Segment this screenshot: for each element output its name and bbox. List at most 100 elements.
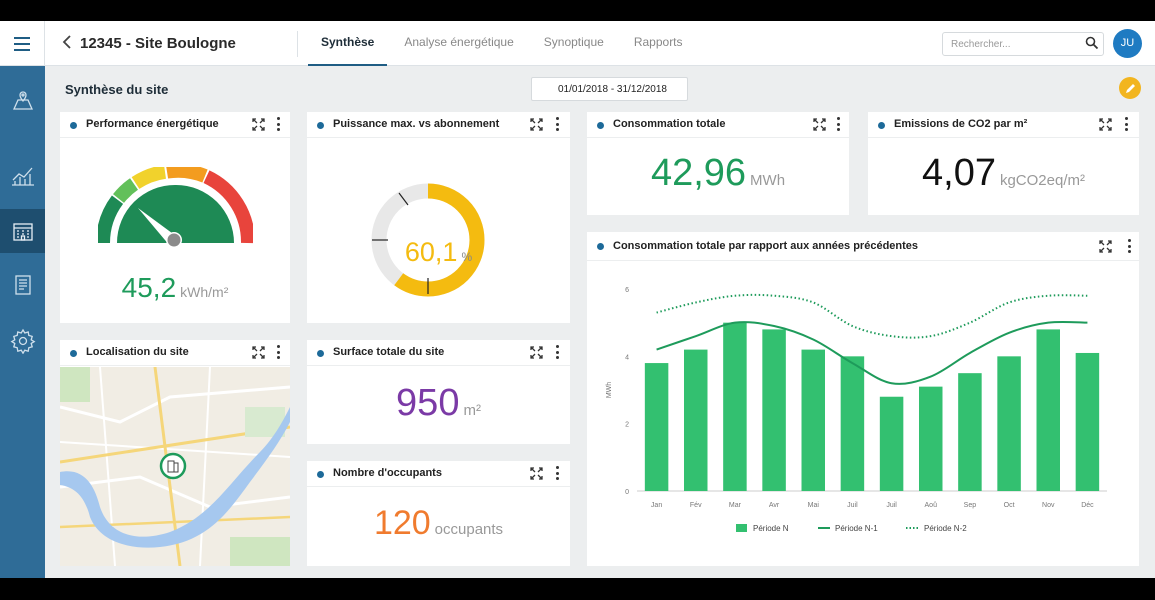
chart-bar xyxy=(684,349,708,491)
kpi-value: 45,2 xyxy=(121,272,177,303)
x-tick-label: Juil xyxy=(886,502,897,509)
card-surface: Surface totale du site 950 m² xyxy=(307,340,570,444)
card-title: Surface totale du site xyxy=(333,346,445,358)
kpi-unit: m² xyxy=(463,402,481,419)
more-options-icon[interactable] xyxy=(836,117,840,131)
kpi-unit: kgCO2eq/m² xyxy=(999,172,1085,189)
sidebar-item-map[interactable] xyxy=(0,78,45,122)
energy-gauge xyxy=(98,167,253,247)
more-options-icon[interactable] xyxy=(1127,239,1131,253)
more-options-icon[interactable] xyxy=(276,117,280,131)
x-tick-label: Avr xyxy=(769,502,780,509)
status-dot xyxy=(317,471,324,478)
site-map[interactable] xyxy=(60,367,290,566)
card-emissions: Emissions de CO2 par m² 4,07 kgCO2eq/m² xyxy=(868,112,1139,215)
card-header: Surface totale du site xyxy=(307,340,570,366)
more-options-icon[interactable] xyxy=(276,345,280,359)
x-tick-label: Jan xyxy=(651,502,662,509)
avatar[interactable]: JU xyxy=(1113,29,1142,58)
legend-label: Période N-1 xyxy=(835,524,878,533)
x-tick-label: Mar xyxy=(729,502,742,509)
more-options-icon[interactable] xyxy=(555,117,559,131)
performance-kpi: 45,2 kWh/m² xyxy=(60,272,290,304)
tab-rapports[interactable]: Rapports xyxy=(633,35,683,49)
card-header: Localisation du site xyxy=(60,340,290,366)
card-title: Consommation totale par rapport aux anné… xyxy=(613,240,919,252)
card-title: Puissance max. vs abonnement xyxy=(333,118,500,130)
divider xyxy=(297,31,298,57)
chart-bar xyxy=(723,322,747,491)
gear-icon xyxy=(10,328,35,354)
more-options-icon[interactable] xyxy=(555,466,559,480)
tab-analyse-energetique[interactable]: Analyse énergétique xyxy=(404,35,514,49)
search-icon[interactable] xyxy=(1085,36,1099,50)
page-title: Synthèse du site xyxy=(65,82,169,97)
card-header: Emissions de CO2 par m² xyxy=(868,112,1139,138)
chart-bar xyxy=(762,329,786,491)
building-icon xyxy=(12,223,33,241)
card-title: Performance énergétique xyxy=(86,118,219,130)
status-dot xyxy=(317,350,324,357)
sidebar-item-building[interactable] xyxy=(0,209,45,253)
chart-bar xyxy=(840,356,865,491)
pencil-icon xyxy=(1125,83,1135,93)
expand-icon[interactable] xyxy=(1099,240,1112,253)
x-tick-label: Aoû xyxy=(925,502,938,509)
chart-bar xyxy=(879,396,904,491)
tab-synoptique[interactable]: Synoptique xyxy=(543,35,604,49)
expand-icon[interactable] xyxy=(252,346,265,359)
card-title: Nombre d'occupants xyxy=(333,467,442,479)
status-dot xyxy=(597,243,604,250)
report-icon xyxy=(14,275,31,295)
kpi-value: 42,96 xyxy=(650,152,747,194)
tab-bar: Synthèse Analyse énergétique Synoptique … xyxy=(308,21,700,66)
status-dot xyxy=(597,122,604,129)
tab-synthese[interactable]: Synthèse xyxy=(308,21,388,66)
card-localisation: Localisation du site xyxy=(60,340,290,566)
consumption-kpi: 42,96 MWh xyxy=(587,152,849,195)
expand-icon[interactable] xyxy=(530,346,543,359)
edit-button[interactable] xyxy=(1119,77,1141,99)
series-line-n1 xyxy=(656,320,1088,385)
legend-label: Période N-2 xyxy=(924,524,967,533)
kpi-value: 4,07 xyxy=(922,152,996,194)
card-header: Performance énergétique xyxy=(60,112,290,138)
sidebar-item-analytics[interactable] xyxy=(0,154,45,198)
status-dot xyxy=(70,350,77,357)
expand-icon[interactable] xyxy=(813,118,826,131)
hamburger-menu-button[interactable] xyxy=(0,21,45,66)
chart-bar xyxy=(801,349,825,491)
x-tick-label: Nov xyxy=(1042,502,1055,509)
card-performance: Performance énergétique 45,2 kWh/m² xyxy=(60,112,290,323)
card-puissance: Puissance max. vs abonnement 60,1% xyxy=(307,112,570,323)
surface-kpi: 950 m² xyxy=(307,382,570,425)
status-dot xyxy=(317,122,324,129)
card-title: Localisation du site xyxy=(86,346,189,358)
x-tick-label: Juil xyxy=(847,502,858,509)
power-donut-chart xyxy=(371,183,485,297)
series-line-n2 xyxy=(656,293,1088,339)
sidebar-item-reports[interactable] xyxy=(0,263,45,307)
expand-icon[interactable] xyxy=(530,467,543,480)
site-marker-icon[interactable] xyxy=(159,452,187,480)
chart-bar xyxy=(644,363,669,491)
expand-icon[interactable] xyxy=(252,118,265,131)
more-options-icon[interactable] xyxy=(555,345,559,359)
top-bar: 12345 - Site Boulogne Synthèse Analyse é… xyxy=(0,21,1155,66)
expand-icon[interactable] xyxy=(1099,118,1112,131)
chart-bar xyxy=(1075,352,1100,491)
date-range-picker[interactable]: 01/01/2018 - 31/12/2018 xyxy=(531,77,688,101)
x-tick-label: Oct xyxy=(1004,502,1015,509)
kpi-value: 60,1 xyxy=(404,237,458,267)
card-header: Puissance max. vs abonnement xyxy=(307,112,570,138)
sidebar-item-settings[interactable] xyxy=(0,319,45,363)
occupants-kpi: 120 occupants xyxy=(307,504,570,543)
y-tick-label: 0 xyxy=(625,489,629,496)
search-input[interactable]: Rechercher... xyxy=(942,32,1104,56)
more-options-icon[interactable] xyxy=(1124,117,1128,131)
legend-label: Période N xyxy=(753,524,789,533)
card-consommation: Consommation totale 42,96 MWh xyxy=(587,112,849,215)
y-tick-label: 4 xyxy=(625,354,629,361)
back-arrow-icon[interactable] xyxy=(62,34,72,53)
expand-icon[interactable] xyxy=(530,118,543,131)
